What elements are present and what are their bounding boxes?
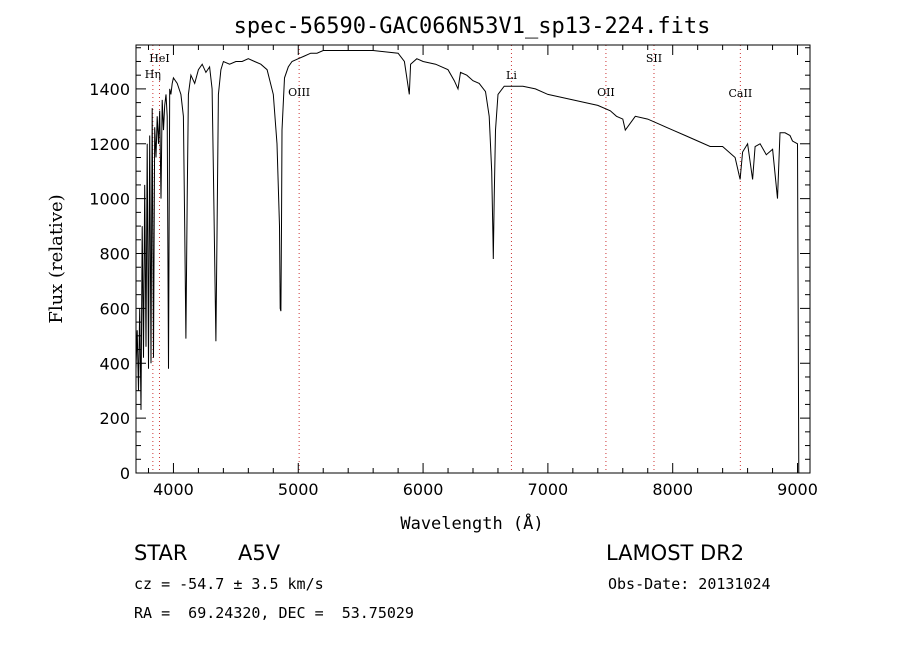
object-subclass: A5V [238,541,281,565]
line-marker-label: Hη [145,68,161,81]
x-tick-label: 6000 [403,480,444,499]
spectrum-line [135,50,800,474]
coordinates-readout: RA = 69.24320, DEC = 53.75029 [134,604,414,622]
y-axis-label: Flux (relative) [46,194,67,323]
line-marker-label: OII [597,86,615,99]
survey-name: LAMOST DR2 [606,541,745,565]
obs-date: Obs-Date: 20131024 [608,575,771,593]
spectrum-chart: spec-56590-GAC066N53V1_sp13-224.fits HeI… [46,14,818,534]
x-axis: 4000 5000 6000 7000 8000 9000 [147,45,818,499]
y-tick-label: 800 [99,245,130,264]
line-marker-label: CaII [729,87,753,100]
x-tick-label: 7000 [528,480,569,499]
emission-line-markers: HeI Hη OIII Li OII SII CaII [145,45,752,473]
y-tick-label: 200 [99,409,130,428]
x-tick-label: 4000 [153,480,194,499]
x-tick-label: 9000 [777,480,818,499]
y-tick-label: 0 [120,464,130,483]
line-marker-label: SII [646,52,662,65]
line-marker-label: HeI [149,52,169,65]
y-tick-label: 1400 [89,80,130,99]
line-marker-label: OIII [288,86,310,99]
redshift-readout: cz = -54.7 ± 3.5 km/s [134,575,324,593]
object-class: STAR [134,541,188,565]
x-tick-label: 5000 [278,480,319,499]
chart-title: spec-56590-GAC066N53V1_sp13-224.fits [234,14,711,39]
y-tick-label: 600 [99,299,130,318]
x-tick-label: 8000 [652,480,693,499]
plot-frame [135,44,811,474]
y-tick-label: 400 [99,354,130,373]
y-axis: 0 200 400 600 800 1000 1200 1400 [89,47,810,483]
y-tick-label: 1200 [89,135,130,154]
line-marker-label: Li [506,69,517,82]
y-tick-label: 1000 [89,190,130,209]
x-axis-label: Wavelength (Å) [400,512,543,534]
